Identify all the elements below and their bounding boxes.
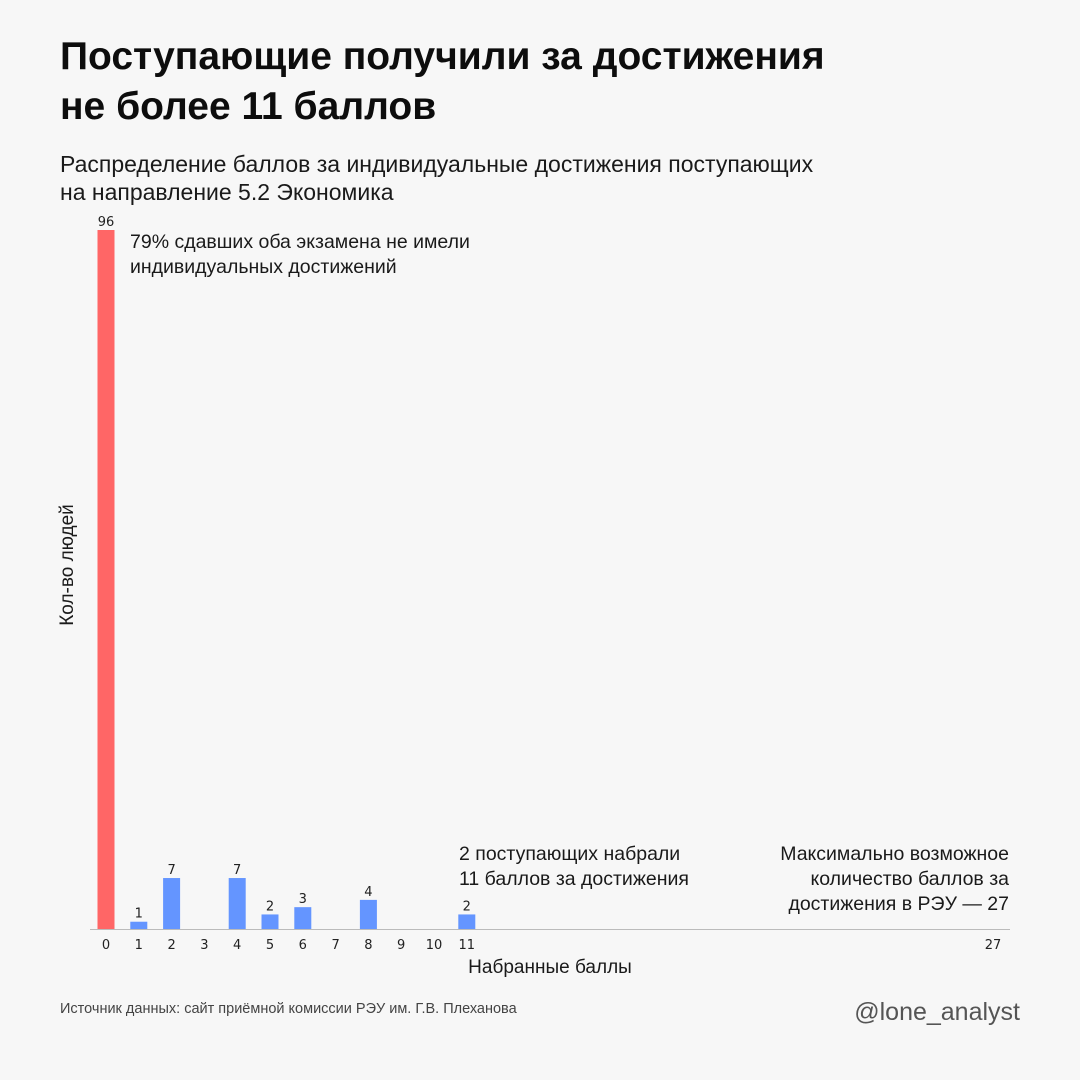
bar	[458, 914, 476, 929]
annotation-line: 79% сдавших оба экзамена не имели	[130, 231, 470, 253]
x-tick-label: 7	[331, 938, 339, 953]
data-label: 4	[364, 885, 372, 900]
annotation-max-points: Максимально возможное количество баллов …	[780, 842, 1009, 917]
x-tick-label: 8	[364, 938, 372, 953]
author-handle: @lone_analyst	[854, 998, 1020, 1026]
bar	[228, 878, 246, 929]
y-axis-label: Кол-во людей	[57, 504, 78, 626]
x-tick-label: 2	[167, 938, 175, 953]
data-label: 7	[167, 863, 175, 878]
title-line-1: Поступающие получили за достижения	[60, 35, 825, 78]
x-tick-label: 6	[299, 938, 307, 953]
data-label: 2	[266, 899, 274, 914]
data-label: 7	[233, 863, 241, 878]
bar	[163, 878, 181, 929]
x-axis-label: Набранные баллы	[468, 957, 632, 978]
chart-subtitle: Распределение баллов за индивидуальные д…	[60, 150, 960, 206]
data-source-note: Источник данных: сайт приёмной комиссии …	[60, 1001, 517, 1017]
annotation-line: Максимально возможное	[780, 843, 1009, 865]
annotation-line: индивидуальных достижений	[130, 256, 397, 278]
bar	[130, 921, 148, 929]
annotation-line: 11 баллов за достижения	[459, 868, 689, 890]
x-tick-label: 0	[102, 938, 110, 953]
bar	[359, 899, 377, 929]
annotation-line: достижения в РЭУ — 27	[788, 893, 1009, 915]
bar	[261, 914, 279, 929]
page-title: Поступающие получили за достижения не бо…	[60, 32, 960, 132]
annotation-line: количество баллов за	[810, 868, 1009, 890]
annotation-no-achievements: 79% сдавших оба экзамена не имели индиви…	[130, 230, 470, 280]
x-tick-label: 10	[426, 938, 443, 953]
x-tick-label: 4	[233, 938, 241, 953]
x-tick-label: 3	[200, 938, 208, 953]
data-label: 3	[299, 892, 307, 907]
x-tick-label: 1	[135, 938, 143, 953]
x-tick-label: 5	[266, 938, 274, 953]
x-tick-label: 9	[397, 938, 405, 953]
bar	[294, 907, 312, 929]
data-label: 1	[135, 907, 143, 922]
annotation-eleven-points: 2 поступающих набрали 11 баллов за дости…	[459, 842, 689, 892]
annotation-line: 2 поступающих набрали	[459, 843, 681, 865]
subtitle-line-2: на направление 5.2 Экономика	[60, 179, 394, 205]
data-label: 96	[98, 215, 115, 230]
x-tick-label: 11	[459, 938, 476, 953]
data-label: 2	[463, 899, 471, 914]
title-line-2: не более 11 баллов	[60, 85, 437, 128]
x-tick-label: 27	[985, 938, 1002, 953]
subtitle-line-1: Распределение баллов за индивидуальные д…	[60, 151, 814, 177]
bar	[97, 230, 115, 929]
